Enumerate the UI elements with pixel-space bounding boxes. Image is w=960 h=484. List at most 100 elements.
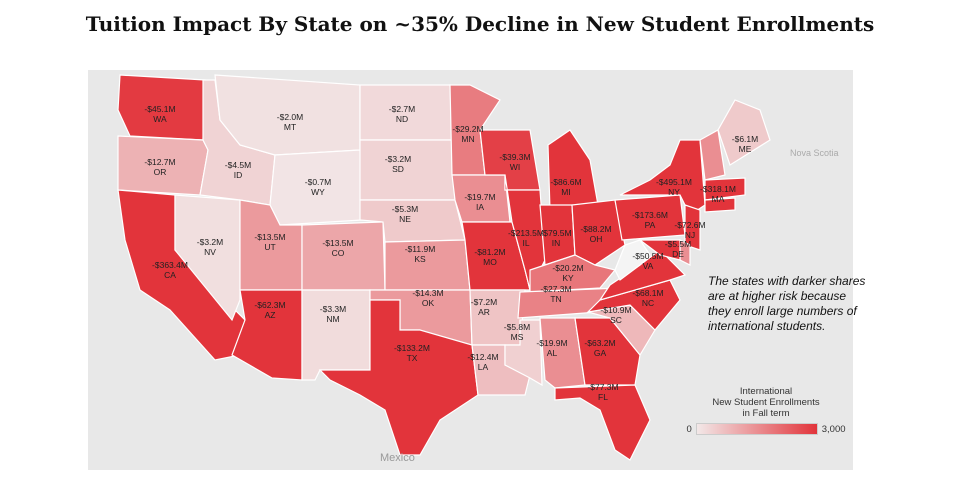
state-impact: -$62.3M <box>254 300 285 310</box>
state-impact: -$213.5M <box>508 228 544 238</box>
state-abbr: ID <box>234 170 243 180</box>
state-abbr: DE <box>672 249 684 259</box>
state-impact: -$72.6M <box>674 220 705 230</box>
state-label-il: -$213.5M IL <box>508 228 544 248</box>
state-abbr: IL <box>522 238 529 248</box>
state-impact: -$3.2M <box>385 154 411 164</box>
state-label-mt: -$2.0M MT <box>277 112 303 132</box>
state-label-ne: -$5.3M NE <box>392 204 418 224</box>
state-impact: -$12.7M <box>144 157 175 167</box>
state-label-nc: -$68.1M NC <box>632 288 663 308</box>
state-impact: -$6.1M <box>732 134 758 144</box>
annotation-note: The states with darker shares are at hig… <box>708 274 866 333</box>
state-label-wy: -$0.7M WY <box>305 177 331 197</box>
state-label-wi: -$39.3M WI <box>499 152 530 172</box>
state-al <box>539 317 586 389</box>
state-label-or: -$12.7M OR <box>144 157 175 177</box>
nova-scotia-label: Nova Scotia <box>790 148 839 158</box>
state-impact: -$13.5M <box>322 238 353 248</box>
state-fl <box>554 384 651 461</box>
state-abbr: PA <box>645 220 656 230</box>
legend-title-1: International <box>739 386 793 397</box>
state-ga <box>574 317 641 386</box>
state-abbr: NE <box>399 214 411 224</box>
state-impact: -$10.9M <box>600 305 631 315</box>
state-label-ga: -$63.2M GA <box>584 338 615 358</box>
state-oh <box>571 199 626 266</box>
state-label-ma: -$318.1M MA <box>700 184 736 204</box>
state-impact: -$20.2M <box>552 263 583 273</box>
state-label-va: -$50.5M VA <box>632 251 663 271</box>
state-abbr: NM <box>326 314 339 324</box>
state-impact: -$4.5M <box>225 160 251 170</box>
state-label-nv: -$3.2M NV <box>197 237 223 257</box>
state-impact: -$3.2M <box>197 237 223 247</box>
state-impact: -$81.2M <box>474 247 505 257</box>
state-il <box>504 174 546 292</box>
state-impact: -$39.3M <box>499 152 530 162</box>
state-label-mo: -$81.2M MO <box>474 247 505 267</box>
state-label-nj: -$72.6M NJ <box>674 220 705 240</box>
state-impact: -$88.2M <box>580 224 611 234</box>
state-ms <box>504 319 543 387</box>
state-abbr: GA <box>594 348 607 358</box>
state-impact: -$3.3M <box>320 304 346 314</box>
state-abbr: WI <box>510 162 520 172</box>
state-abbr: SD <box>392 164 404 174</box>
state-abbr: CA <box>164 270 176 280</box>
state-label-pa: -$173.6M PA <box>632 210 668 230</box>
state-label-tx: -$133.2M TX <box>394 343 430 363</box>
state-label-al: -$19.9M AL <box>536 338 567 358</box>
state-impact: -$50.5M <box>632 251 663 261</box>
state-md <box>638 239 681 261</box>
state-impact: -$45.1M <box>144 104 175 114</box>
state-label-me: -$6.1M ME <box>732 134 758 154</box>
state-label-oh: -$88.2M OH <box>580 224 611 244</box>
state-label-mn: -$29.2M MN <box>452 124 483 144</box>
legend-title-2: New Student Enrollments <box>712 397 820 408</box>
state-abbr: NV <box>204 247 216 257</box>
state-label-ia: -$19.7M IA <box>464 192 495 212</box>
state-impact: -$133.2M <box>394 343 430 353</box>
state-abbr: WY <box>311 187 325 197</box>
state-impact: -$12.4M <box>467 352 498 362</box>
state-abbr: IN <box>552 238 561 248</box>
state-impact: -$77.3M <box>587 382 618 392</box>
state-impact: -$13.5M <box>254 232 285 242</box>
state-abbr: ME <box>739 144 752 154</box>
state-label-fl: -$77.3M FL <box>587 382 618 402</box>
state-label-ms: -$5.8M MS <box>504 322 530 342</box>
color-legend: International New Student Enrollments in… <box>676 386 856 435</box>
state-abbr: KS <box>414 254 426 264</box>
state-abbr: IA <box>476 202 484 212</box>
state-abbr: TX <box>407 353 418 363</box>
state-tx <box>318 299 479 456</box>
state-impact: -$5.3M <box>392 204 418 214</box>
state-impact: -$5.8M <box>504 322 530 332</box>
state-label-sd: -$3.2M SD <box>385 154 411 174</box>
state-abbr: AL <box>547 348 558 358</box>
state-me <box>717 99 771 166</box>
state-wy <box>269 149 363 226</box>
state-abbr: LA <box>478 362 489 372</box>
state-abbr: NC <box>642 298 654 308</box>
state-abbr: VA <box>643 261 654 271</box>
state-abbr: MN <box>461 134 474 144</box>
state-impact: -$29.2M <box>452 124 483 134</box>
state-impact: -$0.7M <box>305 177 331 187</box>
state-impact: -$7.2M <box>471 297 497 307</box>
state-label-ut: -$13.5M UT <box>254 232 285 252</box>
state-sd <box>359 139 456 201</box>
state-abbr: MI <box>561 187 570 197</box>
state-abbr: OK <box>422 298 435 308</box>
page-title: Tuition Impact By State on ~35% Decline … <box>85 12 875 36</box>
state-label-mi: -$86.6M MI <box>550 177 581 197</box>
state-ma <box>704 177 746 201</box>
state-abbr: AR <box>478 307 490 317</box>
mexico-label: Mexico <box>380 452 415 464</box>
state-wv <box>614 239 651 281</box>
state-label-ky: -$20.2M KY <box>552 263 583 283</box>
state-label-ok: -$14.3M OK <box>412 288 443 308</box>
state-abbr: NJ <box>685 230 695 240</box>
